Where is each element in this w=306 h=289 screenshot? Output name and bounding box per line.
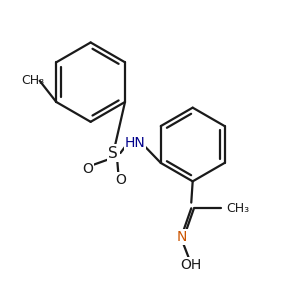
Text: O: O [115,173,126,187]
Text: HN: HN [124,136,145,150]
Text: CH₃: CH₃ [21,74,44,87]
Text: O: O [82,162,93,176]
Text: S: S [108,145,118,160]
Text: OH: OH [181,258,202,272]
Text: CH₃: CH₃ [227,202,250,215]
Text: N: N [176,230,187,244]
